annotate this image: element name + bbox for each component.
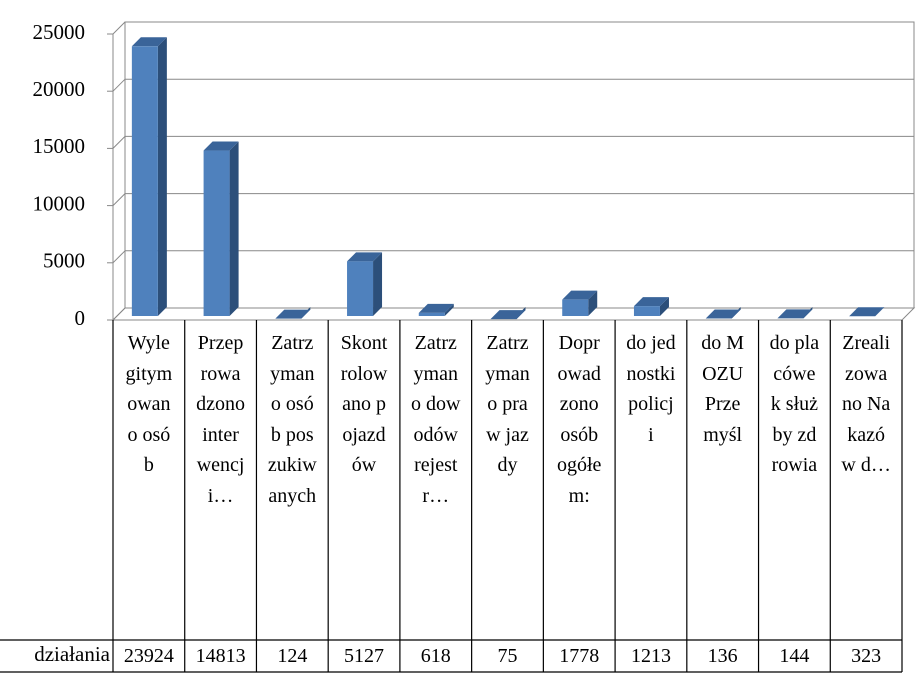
category-label: Zatrzymano dowodów rejestr… [411, 332, 461, 507]
bar [131, 46, 158, 316]
grid-line [112, 307, 126, 321]
y-tick-label: 5000 [43, 249, 85, 273]
data-label: 144 [779, 645, 810, 667]
bar-top [203, 141, 239, 151]
y-tick-label: 10000 [33, 191, 86, 215]
category-label: Wylegitymowano osób [125, 332, 173, 476]
data-label: 136 [707, 645, 738, 667]
category-label: do jednostki policji [626, 332, 676, 446]
grid-line [112, 136, 126, 149]
data-label: 124 [277, 645, 308, 667]
bar-top [562, 290, 598, 300]
y-tick-label: 0 [75, 306, 86, 330]
data-label: 323 [851, 645, 882, 667]
bar-top [275, 309, 311, 319]
data-label: 14813 [195, 645, 246, 667]
category-label: Zatrzymano osób poszukiwanych [267, 332, 317, 507]
bar [347, 261, 374, 316]
bar [418, 312, 445, 316]
category-label: do placówek służby zdrowia [769, 332, 820, 476]
bar-top [418, 303, 454, 313]
bar-side [588, 290, 598, 316]
bar-side [373, 252, 383, 316]
legend-label: działania [34, 642, 110, 666]
grid-line [112, 21, 126, 35]
bar [562, 299, 589, 316]
bar-top [705, 309, 741, 319]
data-label: 1778 [559, 645, 600, 667]
bar-top [490, 310, 526, 320]
bar-top [633, 297, 669, 307]
bar [633, 306, 660, 316]
back-wall [124, 21, 915, 309]
bar-side [659, 297, 669, 316]
y-tick-label: 25000 [33, 20, 86, 44]
grid-line [112, 193, 126, 206]
bar-side [157, 37, 167, 316]
grid-line [112, 250, 126, 264]
data-label: 23924 [123, 645, 174, 667]
bar [203, 150, 230, 316]
data-label: 75 [497, 645, 518, 667]
y-tick-label: 20000 [33, 77, 86, 101]
bar-top [777, 309, 813, 319]
y-tick-label: 15000 [33, 134, 86, 158]
grid-line [112, 78, 126, 92]
bar-side [444, 303, 454, 316]
bar-top [849, 307, 885, 317]
bar-top [347, 252, 383, 262]
category-label: Zrealizowano Nakazów d… [841, 332, 891, 476]
category-label: Doprowadzono osób ogółem: [557, 332, 602, 507]
bar-top [131, 37, 167, 47]
data-label: 5127 [344, 645, 385, 667]
bar-side [229, 141, 239, 316]
data-label: 618 [420, 645, 451, 667]
data-label: 1213 [630, 645, 671, 667]
category-label: Zatrzymano praw jazdy [485, 332, 530, 476]
category-label: Przeprowadzono interwencji… [196, 332, 246, 507]
category-label: do MOZU Przemyśl [701, 332, 745, 446]
category-label: Skontrolowano pojazdów [340, 332, 388, 476]
